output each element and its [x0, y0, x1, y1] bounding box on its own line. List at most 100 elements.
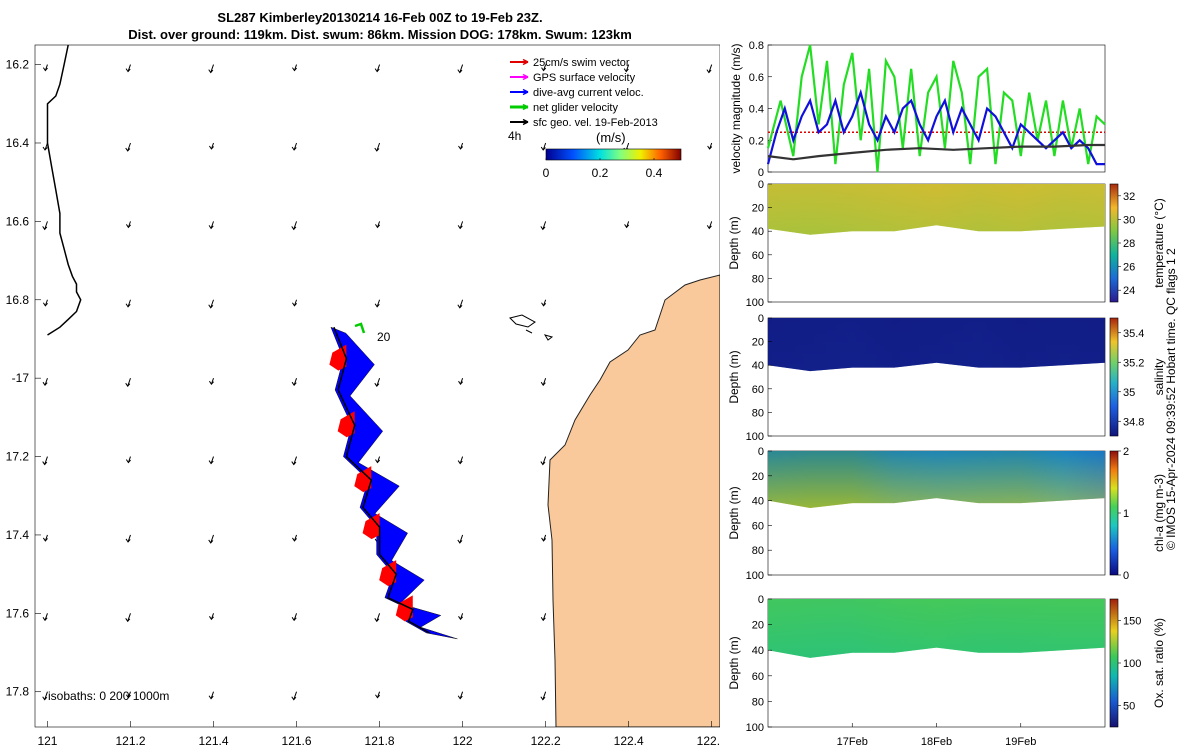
geo-velocity-arrowhead — [125, 694, 131, 699]
map-x-tick-label: 121.6 — [282, 734, 312, 748]
depth-tick-label: 20 — [752, 471, 764, 483]
geo-velocity-arrowhead — [208, 380, 214, 385]
geo-velocity-arrowhead — [706, 69, 712, 74]
velocity-colorbar: (m/s) 0 0.2 0.4 — [543, 130, 682, 180]
map-y-tick-label: 16.8 — [6, 293, 30, 307]
geo-velocity-arrowhead — [706, 225, 712, 230]
depth-tick-label: 0 — [758, 594, 764, 606]
geo-velocity-arrowhead — [208, 695, 214, 700]
geo-velocity-arrowhead — [125, 459, 131, 464]
swim-vector-patch — [379, 560, 397, 587]
geo-velocity-arrowhead — [208, 69, 214, 74]
geo-velocity-arrow — [210, 534, 214, 544]
geo-velocity-arrowhead — [374, 303, 380, 308]
date-tick-label: 19Feb — [1005, 736, 1036, 748]
velocity-y-tick-label: 0.8 — [749, 40, 764, 52]
geo-velocity-arrowhead — [42, 146, 48, 151]
colorbar-tick-label: 35.2 — [1123, 357, 1144, 369]
geo-velocity-arrowhead — [125, 538, 131, 543]
geo-velocity-arrow — [459, 534, 464, 544]
geo-velocity-arrowhead — [291, 617, 297, 622]
velocity-magnitude-panel: 0 0.2 0.4 0.6 0.8 velocity magnitude (m/s) — [729, 40, 1106, 179]
geo-velocity-arrowhead — [208, 304, 214, 309]
geo-velocity-arrowhead — [208, 539, 214, 544]
depth-tick-label: 80 — [752, 407, 764, 419]
heatmap-data-overlay — [768, 318, 1105, 372]
geo-velocity-arrow — [376, 142, 381, 152]
geo-velocity-arrowhead — [292, 67, 298, 72]
velocity-y-tick-label: 0 — [758, 167, 764, 179]
geo-velocity-arrowhead — [125, 147, 131, 152]
colorbar-tick-label: 100 — [1123, 658, 1141, 670]
geo-velocity-arrowhead — [42, 381, 48, 386]
date-tick-label: 18Feb — [921, 736, 952, 748]
geo-velocity-arrow — [459, 64, 464, 73]
colorbar-label: Ox. sat. ratio (%) — [1152, 618, 1166, 708]
colorbar-tick-label: 35 — [1123, 387, 1135, 399]
geo-velocity-arrowhead — [42, 461, 48, 466]
depth-tick-label: 100 — [746, 570, 764, 582]
geo-velocity-arrowhead — [457, 69, 463, 74]
map-y-tick-label: 16.2 — [6, 58, 30, 72]
depth-tick-label: 80 — [752, 273, 764, 285]
heatmap-panel-ox-sat-ratio: 0 20 40 60 80 100 Depth (m) 50 100 150 Ox. sat. ra… — [727, 594, 1166, 734]
legend-arrowhead — [522, 73, 529, 81]
heatmap-data-overlay — [768, 599, 1105, 658]
panel-colorbar — [1109, 450, 1119, 576]
geo-velocity-arrowhead — [292, 302, 298, 307]
colorbar-tick-label: 1 — [1123, 508, 1129, 520]
depth-tick-label: 20 — [752, 203, 764, 215]
geo-velocity-arrowhead — [541, 302, 547, 307]
legend-label: dive-avg current veloc. — [533, 87, 644, 99]
legend-label: sfc geo. vel. 19-Feb-2013 — [533, 117, 658, 129]
geo-velocity-arrow — [210, 299, 214, 308]
colorbar-tick-label: 28 — [1123, 238, 1135, 250]
geo-velocity-arrow — [293, 221, 298, 230]
map-y-tick-label: 17.6 — [6, 606, 30, 620]
map-legend: 25cm/s swim vector GPS surface velocity di… — [510, 57, 658, 129]
glider-track-line — [333, 326, 430, 634]
heatmap-panel-chl-a: 0 20 40 60 80 100 Depth (m) 0 1 2 chl-a (mg m-3) — [727, 446, 1166, 582]
depth-axis-label: Depth (m) — [727, 216, 741, 269]
geo-velocity-arrowhead — [292, 537, 298, 542]
geo-velocity-arrowhead — [125, 382, 131, 387]
geo-velocity-arrow — [293, 456, 298, 465]
geo-velocity-arrow — [708, 64, 713, 73]
depth-tick-label: 20 — [752, 620, 764, 632]
colorbar-tick-label: 50 — [1123, 701, 1135, 713]
geo-velocity-arrowhead — [458, 145, 464, 150]
heatmap-data-overlay — [768, 184, 1105, 235]
depth-tick-label: 40 — [752, 645, 764, 657]
legend-label: 25cm/s swim vector — [533, 57, 630, 69]
hour-marker: 4h — [508, 129, 521, 143]
geo-velocity-arrowhead — [624, 224, 630, 229]
colorbar-tick-label: 34.8 — [1123, 416, 1144, 428]
depth-tick-label: 40 — [752, 496, 764, 508]
heatmap-data-overlay — [768, 451, 1105, 508]
land-mass — [547, 274, 720, 727]
colorbar-tick-label: 0.2 — [592, 166, 609, 180]
swim-vector-patch — [329, 344, 347, 371]
geo-velocity-arrow — [542, 221, 547, 230]
geo-velocity-arrowhead — [707, 145, 713, 150]
swim-vector-patch — [354, 466, 372, 493]
geo-velocity-arrowhead — [42, 302, 48, 307]
track-map: 121 121.2 121.4 121.6 121.8 122 122.2 122.4 122.… — [6, 44, 720, 748]
timeseries-panels: 0 0.2 0.4 0.6 0.8 velocity magnitude (m/s) 0 2… — [727, 40, 1166, 748]
swim-vector-patch — [395, 595, 413, 622]
depth-axis-label: Depth (m) — [727, 350, 741, 403]
depth-tick-label: 100 — [746, 297, 764, 309]
geo-velocity-arrowhead — [291, 461, 297, 466]
legend-label: GPS surface velocity — [533, 72, 636, 84]
colorbar-tick-label: 0.4 — [646, 166, 663, 180]
depth-tick-label: 60 — [752, 384, 764, 396]
colorbar-tick-label: 24 — [1123, 285, 1135, 297]
depth-tick-label: 100 — [746, 431, 764, 443]
geo-velocity-arrowhead — [291, 226, 297, 231]
panel-colorbar — [1109, 598, 1119, 728]
geo-velocity-arrowhead — [458, 616, 464, 621]
colorbar-tick-label: 30 — [1123, 214, 1135, 226]
geo-velocity-arrowhead — [374, 382, 380, 387]
geo-velocity-arrowhead — [125, 68, 131, 73]
island-outline — [543, 334, 554, 341]
